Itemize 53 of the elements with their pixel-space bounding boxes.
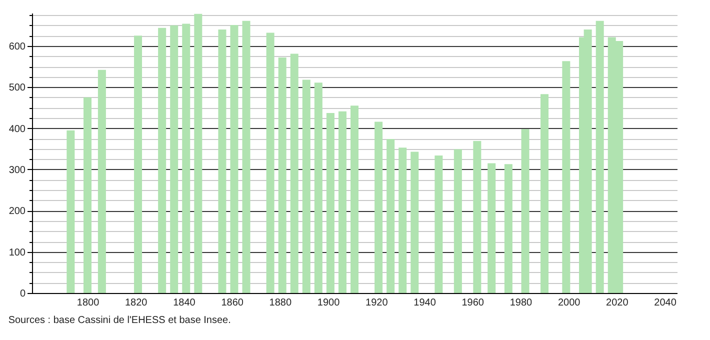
x-tick-label: 1880: [269, 298, 292, 308]
bar: [540, 94, 549, 293]
bar: [504, 164, 512, 293]
bar: [326, 113, 334, 293]
bar: [562, 61, 570, 293]
x-tick-label: 2040: [654, 298, 677, 308]
bar: [266, 32, 274, 293]
bar: [338, 111, 346, 293]
bar: [218, 29, 226, 293]
y-tick-label: 0: [20, 288, 26, 300]
x-tick-label: 1960: [462, 298, 484, 308]
bar: [596, 20, 604, 293]
bar: [170, 25, 178, 293]
bar: [98, 70, 106, 293]
y-tick-label: 100: [8, 247, 26, 258]
y-tick-label: 500: [8, 82, 26, 94]
bar: [434, 155, 443, 293]
x-tick-label: 1820: [124, 298, 148, 308]
x-tick-label: 1840: [173, 298, 196, 308]
bar: [290, 54, 298, 293]
bar: [314, 82, 322, 293]
y-tick-label: 600: [8, 41, 26, 52]
y-tick-label: 400: [8, 124, 26, 135]
x-tick-label: 2020: [606, 298, 629, 308]
x-tick-label: 1980: [510, 298, 533, 308]
bar: [374, 122, 383, 293]
bar: [473, 141, 482, 293]
x-tick-label: 1860: [221, 298, 244, 308]
bar: [521, 129, 530, 293]
source-note: Sources : base Cassini de l'EHESS et base Insee.: [8, 315, 231, 326]
bar: [194, 14, 202, 293]
bar: [134, 36, 142, 293]
bar: [278, 57, 286, 293]
bar: [230, 24, 238, 293]
x-tick-label: 1900: [317, 298, 340, 308]
bar: [454, 149, 462, 293]
bar: [182, 24, 190, 293]
bar: [350, 106, 358, 293]
x-tick-label: 1940: [414, 298, 436, 308]
bar: [84, 97, 92, 293]
x-tick-label: 2000: [558, 298, 581, 308]
bar: [386, 139, 395, 293]
bar: [66, 130, 75, 293]
bar: [488, 163, 496, 293]
x-tick-label: 1800: [76, 298, 100, 308]
y-tick-label: 300: [8, 164, 26, 176]
bar: [158, 28, 166, 293]
bar: [242, 20, 250, 293]
bar: [410, 152, 419, 293]
x-tick-label: 1920: [366, 298, 388, 308]
y-tick-label: 200: [8, 206, 26, 218]
bar: [398, 148, 407, 293]
bar: [302, 80, 310, 293]
